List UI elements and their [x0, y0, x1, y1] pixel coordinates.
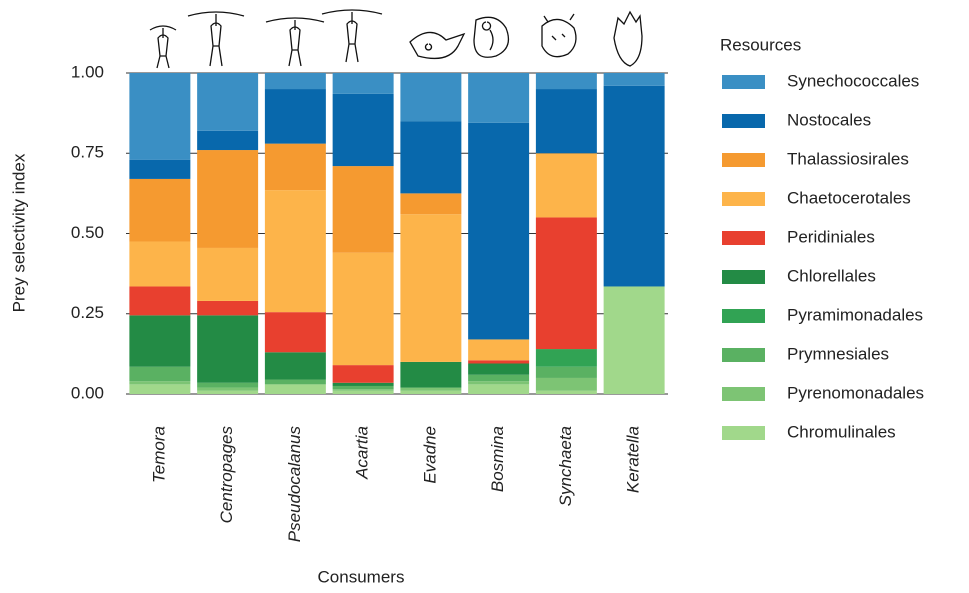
bar-segment [468, 122, 530, 340]
x-tick-label: Evadne [420, 426, 439, 484]
legend-swatch [722, 231, 765, 245]
bar-segment [535, 366, 597, 378]
bar-segment [264, 73, 326, 90]
bar-segment [468, 73, 530, 123]
bar-segment [197, 387, 259, 391]
legend-label: Prymnesiales [787, 344, 889, 363]
bar-segment [129, 159, 191, 179]
bar-segment [535, 217, 597, 350]
x-tick-label: Centropages [217, 426, 236, 524]
legend-label: Pyrenomonadales [787, 383, 924, 402]
bar-segment [129, 381, 191, 385]
bar-segment [197, 73, 259, 131]
legend-label: Nostocales [787, 110, 871, 129]
legend-swatch [722, 348, 765, 362]
legend-label: Thalassiosirales [787, 149, 909, 168]
bar-segment [468, 384, 530, 394]
bar-segment [535, 153, 597, 218]
bar-segment [264, 312, 326, 353]
bar-segment [264, 352, 326, 380]
legend-swatch [722, 426, 765, 440]
bar-segment [264, 190, 326, 313]
bar-segment [400, 387, 462, 391]
bar-segment [332, 385, 394, 390]
x-tick-label: Synchaeta [556, 426, 575, 506]
legend-label: Chlorellales [787, 266, 876, 285]
bar-segment [468, 381, 530, 385]
bar-segment [332, 382, 394, 386]
bar-segment [197, 382, 259, 388]
bar-segment [535, 349, 597, 367]
y-tick-label: 0.00 [71, 383, 104, 402]
bar-segment [197, 300, 259, 316]
bar-segment [332, 252, 394, 366]
bar-segment [535, 377, 597, 391]
y-tick-label: 0.25 [71, 303, 104, 322]
bar-segment [332, 389, 394, 391]
bar-segment [264, 89, 326, 144]
legend-swatch [722, 387, 765, 401]
bar-segment [129, 178, 191, 242]
bar-segment [535, 390, 597, 394]
legend-swatch [722, 75, 765, 89]
y-tick-label: 1.00 [71, 62, 104, 81]
bar-segment [129, 73, 191, 160]
bar-segment [603, 286, 665, 394]
y-axis-title: Prey selectivity index [9, 153, 28, 312]
legend-label: Peridiniales [787, 227, 875, 246]
legend-label: Chromulinales [787, 422, 896, 441]
bar-segment [129, 241, 191, 287]
legend-swatch [722, 192, 765, 206]
bar-segment [332, 365, 394, 383]
legend-swatch [722, 153, 765, 167]
bar-segment [197, 130, 259, 151]
y-tick-label: 0.75 [71, 143, 104, 162]
bar-segment [535, 89, 597, 154]
legend-swatch [722, 114, 765, 128]
bar-segment [400, 193, 462, 215]
bar-segment [332, 73, 394, 94]
bar-segment [129, 315, 191, 367]
bar-segment [603, 85, 665, 287]
bar-segment [400, 73, 462, 122]
x-tick-label: Acartia [353, 426, 372, 480]
x-tick-label: Temora [149, 426, 168, 483]
bar-segment [332, 390, 394, 394]
bar-segment [197, 247, 259, 301]
bar-segment [332, 166, 394, 253]
legend-label: Chaetocerotales [787, 188, 911, 207]
bar-segment [535, 73, 597, 90]
bar-segment [468, 360, 530, 364]
bar-segment [400, 361, 462, 388]
bar-segment [603, 73, 665, 86]
bar-segment [468, 363, 530, 375]
bar-segment [264, 379, 326, 385]
legend-title: Resources [720, 35, 801, 54]
bar-segment [264, 143, 326, 191]
bar-segment [197, 150, 259, 248]
bar-segment [129, 286, 191, 316]
legend-swatch [722, 309, 765, 323]
x-axis-title: Consumers [318, 567, 405, 586]
bar-segment [129, 384, 191, 394]
x-tick-label: Keratella [624, 426, 643, 493]
legend-label: Pyramimonadales [787, 305, 923, 324]
bar-segment [332, 93, 394, 167]
bar-segment [197, 390, 259, 394]
legend-swatch [722, 270, 765, 284]
bar-segment [197, 315, 259, 383]
bar-segment [468, 374, 530, 382]
x-tick-label: Bosmina [488, 426, 507, 492]
bar-segment [129, 366, 191, 382]
y-tick-label: 0.50 [71, 223, 104, 242]
bar-segment [468, 339, 530, 361]
bar-segment [400, 390, 462, 394]
bar-segment [400, 121, 462, 194]
bar-segment [264, 384, 326, 394]
legend-label: Synechococcales [787, 71, 919, 90]
x-tick-label: Pseudocalanus [285, 426, 304, 543]
bar-segment [400, 214, 462, 362]
consumer-icons [149, 9, 643, 69]
